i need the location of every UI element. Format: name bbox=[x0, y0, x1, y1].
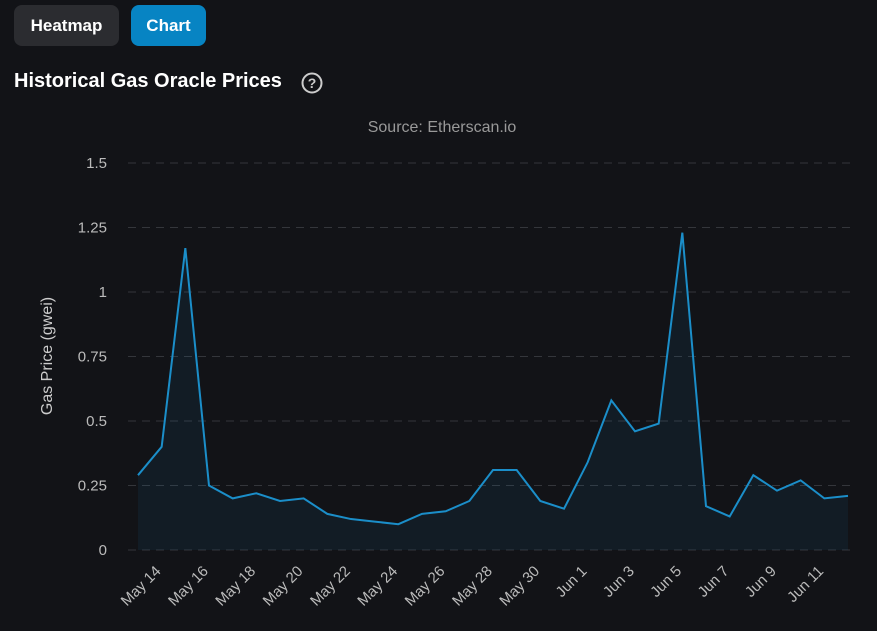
y-tick-label: 0.5 bbox=[86, 413, 107, 430]
x-tick-label: May 28 bbox=[449, 563, 496, 610]
help-icon[interactable]: ? bbox=[301, 72, 323, 94]
chart-button[interactable]: Chart bbox=[131, 5, 206, 46]
x-tick-label: Jun 11 bbox=[784, 563, 827, 606]
x-tick-label: Jun 1 bbox=[553, 563, 591, 601]
svg-text:?: ? bbox=[308, 75, 317, 91]
x-tick-label: May 16 bbox=[165, 563, 212, 610]
x-tick-label: May 26 bbox=[402, 563, 449, 610]
heatmap-button[interactable]: Heatmap bbox=[14, 5, 119, 46]
x-tick-label: Jun 5 bbox=[647, 563, 685, 601]
y-axis-label: Gas Price (gwei) bbox=[39, 297, 56, 415]
y-tick-label: 1.25 bbox=[78, 220, 107, 237]
line bbox=[137, 232, 849, 526]
area bbox=[138, 232, 848, 550]
chart-title: Historical Gas Oracle Prices bbox=[14, 70, 282, 92]
x-tick-label: Jun 7 bbox=[695, 563, 733, 601]
x-tick-label: May 22 bbox=[307, 563, 354, 610]
x-tick-label: May 20 bbox=[260, 563, 307, 610]
y-tick-label: 1.5 bbox=[86, 155, 107, 172]
x-tick-label: Jun 9 bbox=[742, 563, 780, 601]
y-tick-label: 1 bbox=[99, 284, 107, 301]
chart-subtitle: Source: Etherscan.io bbox=[368, 119, 517, 136]
y-tick-label: 0.75 bbox=[78, 349, 107, 366]
y-tick-label: 0.25 bbox=[78, 478, 107, 495]
x-tick-label: May 30 bbox=[496, 563, 543, 610]
x-tick-label: Jun 3 bbox=[600, 563, 638, 601]
x-tick-label: May 14 bbox=[118, 563, 165, 610]
y-tick-label: 0 bbox=[99, 542, 107, 559]
x-tick-label: May 18 bbox=[212, 563, 259, 610]
x-tick-label: May 24 bbox=[354, 563, 401, 610]
